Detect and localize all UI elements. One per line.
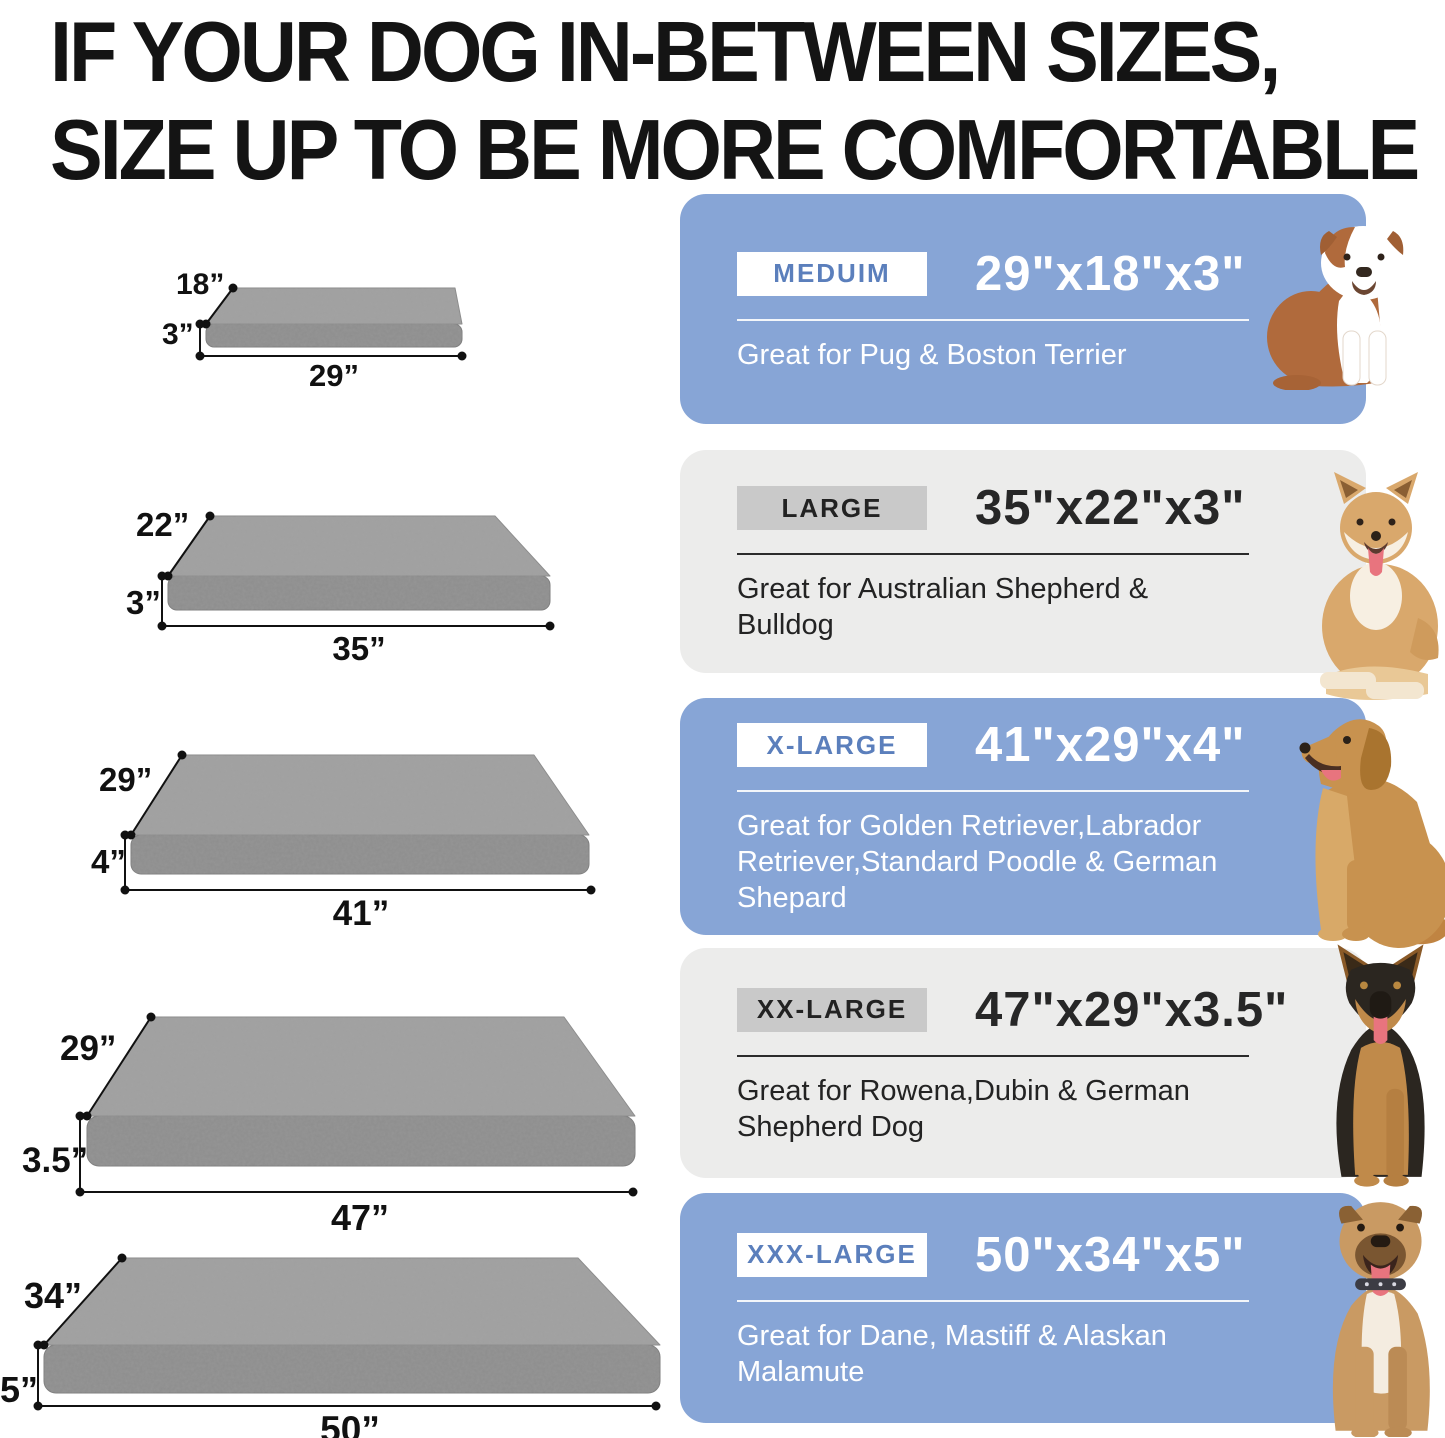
bed-3d-icon [120,750,596,895]
german-shepherd-image [1318,942,1445,1192]
size-dimensions: 41"x29"x4" [975,718,1246,772]
size-dimensions: 29"x18"x3" [975,246,1246,301]
bed-diagram-x-large: 29” 4” 41” [85,735,630,935]
width-label: 41” [332,894,390,933]
bed-diagram-xx-large: 29” 3.5” 47” [20,995,670,1238]
card-header-row: XXX-LARGE 50"x34"x5" [737,1227,1244,1283]
size-badge: X-LARGE [737,723,927,767]
bed-diagram-large: 22” 3” 35” [120,490,580,670]
breed-description: Great for Rowena,Dubin & German Shepherd… [737,1074,1190,1143]
size-card-xxx-large: XXX-LARGE 50"x34"x5" Great for Dane, Mas… [680,1193,1366,1423]
size-card-medium: MEDUIM 29"x18"x3" Great for Pug & Boston… [680,194,1366,424]
divider [737,553,1249,555]
divider [737,1054,1249,1057]
breed-description: Great for Golden Retriever,Labrador Retr… [737,810,1218,914]
page-title-line2: SIZE UP TO BE MORE COMFORTABLE [50,101,1420,198]
breed-description: Great for Australian Shepherd & Bulldog [737,573,1149,641]
bed-diagram-medium: 18” 3” 29” [150,258,510,398]
size-badge: LARGE [737,486,927,530]
card-header-row: LARGE 35"x22"x3" [737,480,1244,536]
page-title-line1: IF YOUR DOG IN-BETWEEN SIZES, [50,3,1281,100]
bed-3d-icon [195,283,467,361]
golden-retriever-image [1295,692,1445,962]
card-header-row: MEDUIM 29"x18"x3" [737,246,1244,302]
depth-label: 29” [60,1029,117,1068]
size-card-large: LARGE 35"x22"x3" Great for Australian Sh… [680,450,1366,673]
bed-3d-icon [75,1012,638,1197]
size-dimensions: 35"x22"x3" [975,481,1246,535]
width-label: 50” [320,1409,380,1438]
size-badge: XXX-LARGE [737,1232,927,1277]
depth-label: 34” [24,1275,83,1316]
card-header-row: XX-LARGE 47"x29"x3.5" [737,982,1287,1038]
depth-label: 29” [99,761,153,798]
breed-description: Great for Dane, Mastiff & Alaskan Malamu… [737,1319,1167,1388]
size-badge: XX-LARGE [737,987,927,1032]
bed-3d-icon [33,1253,661,1411]
bed-3d-icon [157,511,555,631]
page-title: IF YOUR DOG IN-BETWEEN SIZES, SIZE UP TO… [50,2,1430,199]
height-label: 3” [162,318,194,351]
width-label: 47” [330,1197,390,1238]
height-label: 3” [126,584,161,621]
card-header-row: X-LARGE 41"x29"x4" [737,717,1244,773]
size-card-xx-large: XX-LARGE 47"x29"x3.5" Great for Rowena,D… [680,948,1366,1178]
english-bulldog-image [1258,215,1430,395]
divider [737,1299,1249,1302]
height-label: 5” [0,1369,39,1410]
depth-label: 22” [136,506,190,543]
depth-label: 18” [176,268,225,301]
height-label: 4” [91,843,126,880]
bed-diagram-xxx-large: 34” 5” 50” [0,1245,690,1438]
size-badge: MEDUIM [737,251,927,296]
divider [737,318,1249,321]
breed-description: Great for Pug & Boston Terrier [737,338,1127,371]
mastiff-image [1318,1192,1445,1438]
width-label: 35” [332,630,386,667]
size-dimensions: 50"x34"x5" [975,1227,1246,1282]
size-card-x-large: X-LARGE 41"x29"x4" Great for Golden Retr… [680,698,1366,935]
divider [737,790,1249,792]
height-label: 3.5” [22,1141,89,1180]
size-dimensions: 47"x29"x3.5" [975,982,1289,1037]
akita-shiba-image [1306,468,1445,708]
width-label: 29” [309,358,359,393]
